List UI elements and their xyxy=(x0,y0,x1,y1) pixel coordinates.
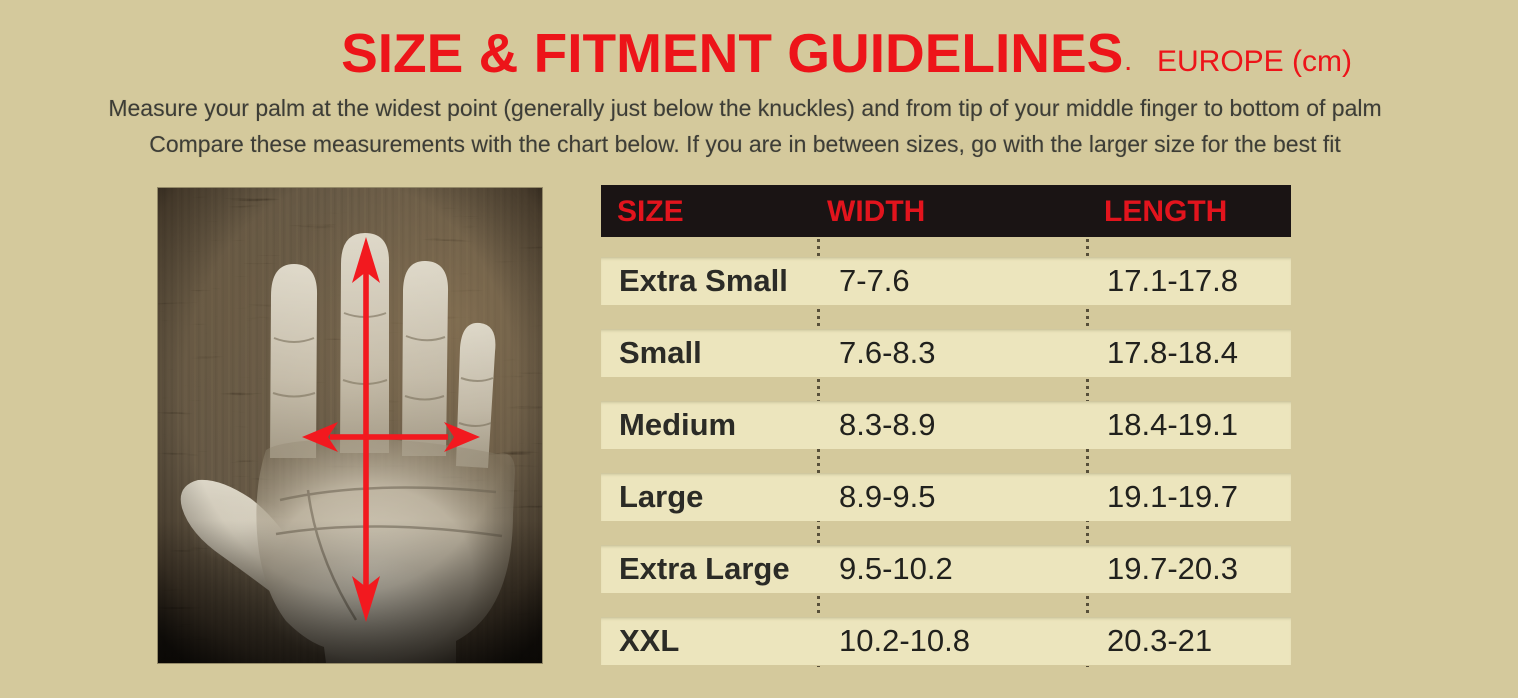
instruction-line-1: Measure your palm at the widest point (g… xyxy=(108,95,1382,121)
width-cell: 7.6-8.3 xyxy=(839,335,936,370)
size-cell: Extra Large xyxy=(619,551,790,586)
column-divider-dotted xyxy=(1086,239,1089,667)
width-measurement-arrow xyxy=(302,422,480,452)
width-cell: 8.9-9.5 xyxy=(839,479,936,514)
size-table: SIZE WIDTH LENGTH Extra Small 7-7.6 17.1… xyxy=(601,185,1291,667)
length-cell: 19.1-19.7 xyxy=(1107,479,1238,514)
instruction-line-2: Compare these measurements with the char… xyxy=(149,131,1341,157)
size-cell: Extra Small xyxy=(619,263,788,298)
table-row-xxl: XXL 10.2-10.8 20.3-21 xyxy=(601,617,1291,665)
length-cell: 17.8-18.4 xyxy=(1107,335,1238,370)
width-cell: 8.3-8.9 xyxy=(839,407,936,442)
table-row-extra-small: Extra Small 7-7.6 17.1-17.8 xyxy=(601,257,1291,305)
length-cell: 17.1-17.8 xyxy=(1107,263,1238,298)
photo-bottom-shadow xyxy=(158,188,542,663)
size-cell: Large xyxy=(619,479,704,514)
hand-measurement-illustration xyxy=(158,188,542,663)
length-measurement-arrow xyxy=(352,237,380,622)
column-divider-dotted xyxy=(817,239,820,667)
page-title-text: SIZE & FITMENT GUIDELINES xyxy=(341,22,1124,84)
width-cell: 9.5-10.2 xyxy=(839,551,953,586)
table-row-medium: Medium 8.3-8.9 18.4-19.1 xyxy=(601,401,1291,449)
title-period: . xyxy=(1125,53,1131,75)
size-cell: Medium xyxy=(619,407,737,442)
column-header-length: LENGTH xyxy=(1104,195,1228,228)
width-cell: 7-7.6 xyxy=(839,263,910,298)
size-cell: XXL xyxy=(619,623,680,658)
column-header-size: SIZE xyxy=(617,195,684,228)
hand-measurement-photo xyxy=(157,187,543,664)
region-unit-label: EUROPE (cm) xyxy=(1157,45,1352,78)
table-row-small: Small 7.6-8.3 17.8-18.4 xyxy=(601,329,1291,377)
table-row-extra-large: Extra Large 9.5-10.2 19.7-20.3 xyxy=(601,545,1291,593)
column-header-width: WIDTH xyxy=(827,195,926,228)
size-table-header: SIZE WIDTH LENGTH xyxy=(601,185,1291,237)
page-title: SIZE & FITMENT GUIDELINES. xyxy=(341,26,1131,94)
length-cell: 18.4-19.1 xyxy=(1107,407,1238,442)
table-row-large: Large 8.9-9.5 19.1-19.7 xyxy=(601,473,1291,521)
size-cell: Small xyxy=(619,335,702,370)
length-cell: 19.7-20.3 xyxy=(1107,551,1238,586)
length-cell: 20.3-21 xyxy=(1107,623,1213,658)
width-cell: 10.2-10.8 xyxy=(839,623,970,658)
